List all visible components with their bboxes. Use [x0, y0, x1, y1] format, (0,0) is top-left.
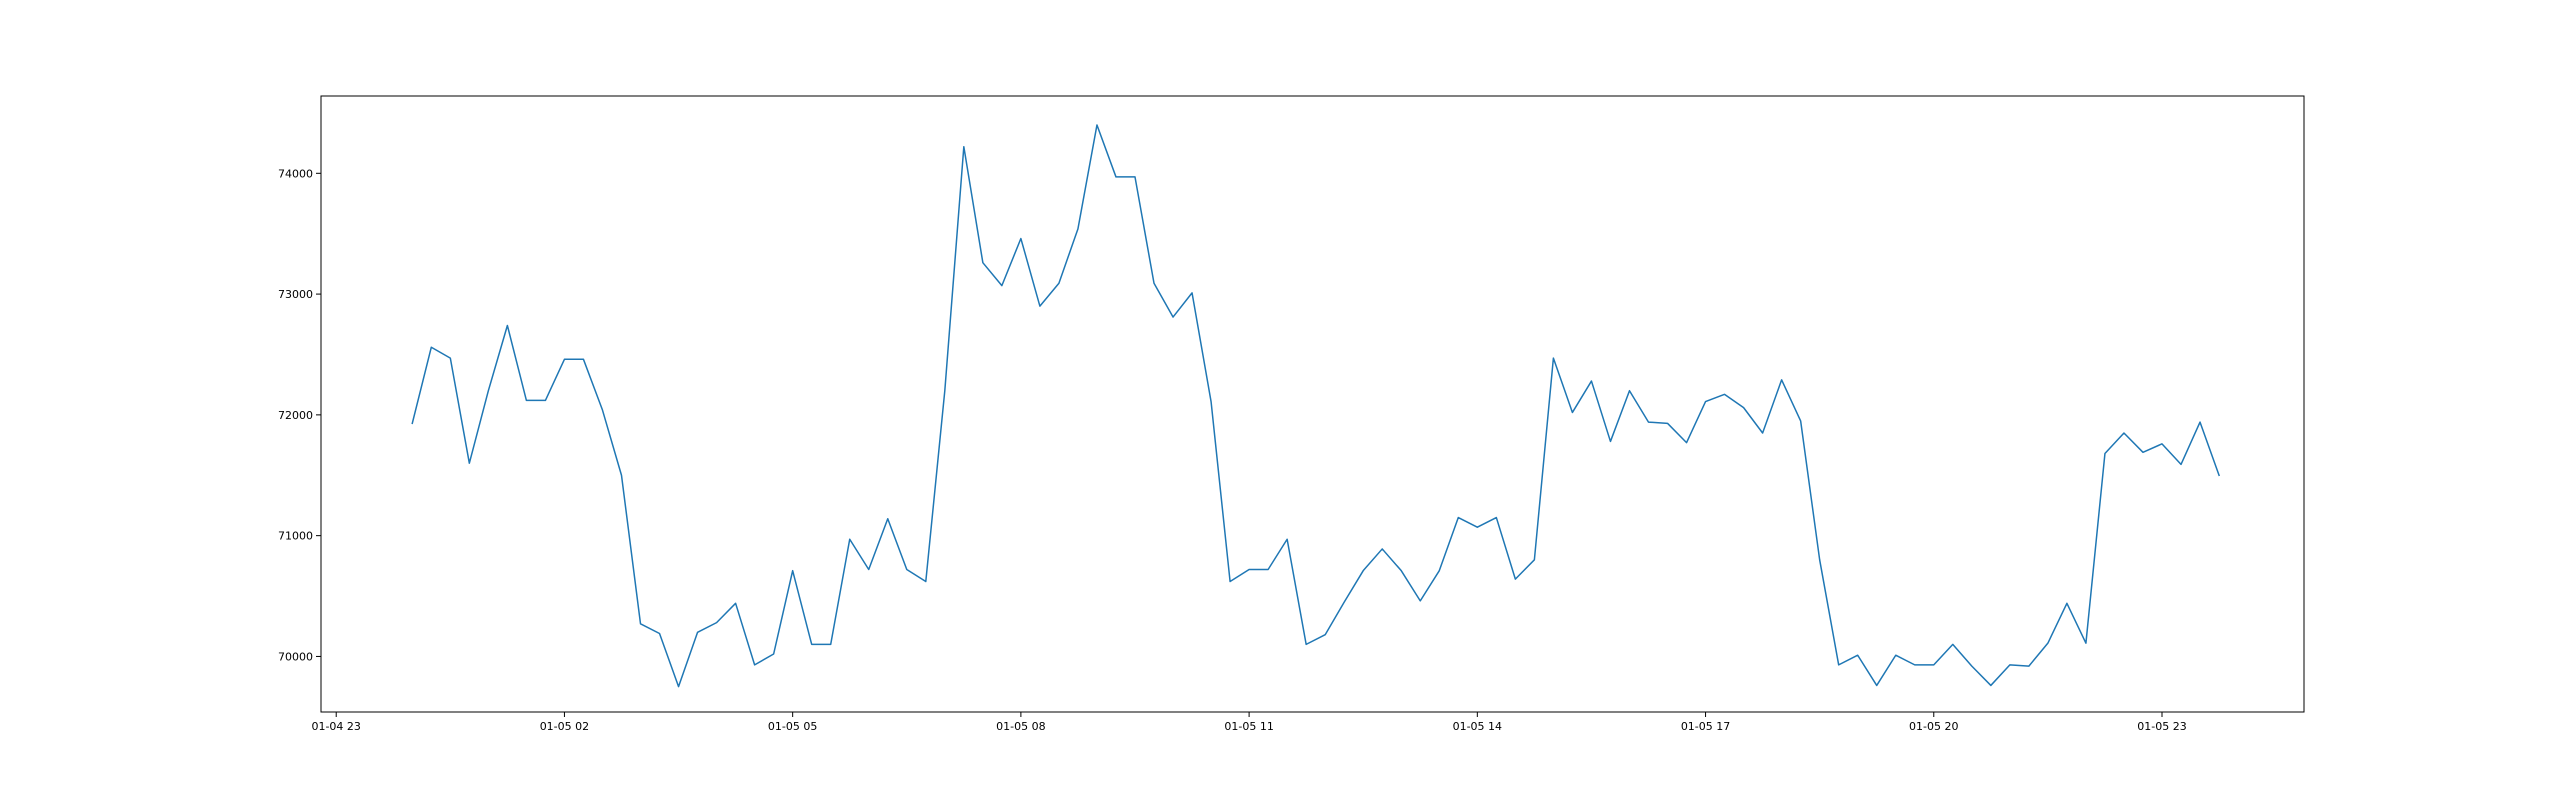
x-tick-label: 01-05 17 [1681, 720, 1730, 733]
x-tick-label: 01-05 02 [540, 720, 589, 733]
x-axis: 01-04 23 01-05 02 01-05 05 01-05 08 01-05 11… [311, 712, 2187, 733]
y-axis: 70000 71000 72000 73000 74000 [278, 167, 321, 663]
y-tick-label: 74000 [278, 167, 313, 180]
series-line [411, 124, 2221, 688]
y-tick-label: 71000 [278, 530, 313, 543]
x-tick-label: 01-05 08 [996, 720, 1045, 733]
plot-area-frame [320, 95, 2305, 713]
x-tick-label: 01-04 23 [311, 720, 360, 733]
x-tick-label: 01-05 20 [1909, 720, 1958, 733]
y-tick-label: 70000 [278, 650, 313, 663]
y-tick-label: 73000 [278, 288, 313, 301]
x-tick-label: 01-05 11 [1224, 720, 1273, 733]
y-tick-label: 72000 [278, 409, 313, 422]
x-tick-label: 01-05 14 [1453, 720, 1502, 733]
x-tick-label: 01-05 05 [768, 720, 817, 733]
series-layer [411, 124, 2221, 688]
x-tick-label: 01-05 23 [2137, 720, 2186, 733]
